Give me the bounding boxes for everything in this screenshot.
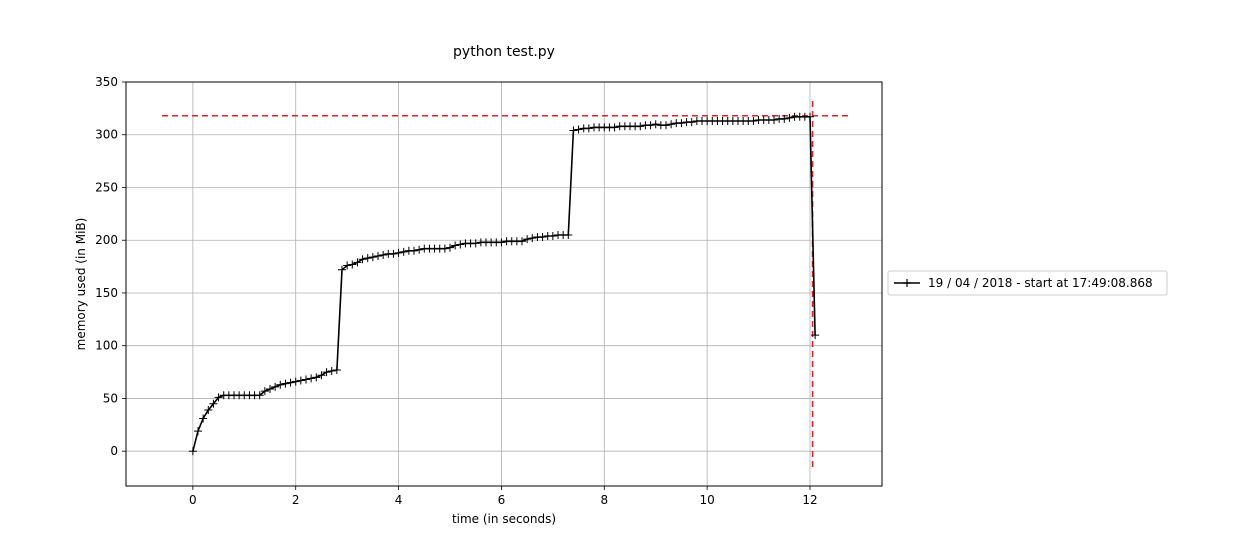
data-point-marker [584,124,593,133]
reference-lines [162,97,852,468]
x-axis-label: time (in seconds) [452,512,556,526]
data-point-marker [770,115,778,124]
data-point-marker [374,252,382,261]
data-point-marker [471,239,480,248]
data-point-marker [307,374,316,383]
data-point-marker [538,233,547,242]
grid-lines [126,81,882,486]
data-point-marker [662,121,670,130]
data-point-marker [266,384,274,393]
y-tick-label: 50 [103,391,118,405]
data-point-marker [348,260,357,269]
x-tick-label: 8 [600,493,608,507]
data-point-marker [456,240,465,249]
y-tick-label: 100 [95,339,118,353]
data-point-marker [271,382,280,391]
data-point-marker [296,376,305,385]
data-point-marker [332,365,341,374]
data-point-marker [276,380,285,389]
y-tick-label: 300 [95,128,118,142]
data-point-marker [811,331,820,340]
data-point-marker [523,235,532,244]
data-point-marker [363,254,372,263]
chart-title: python test.py [453,44,555,60]
data-point-marker [399,247,408,256]
data-point-marker [199,414,208,423]
data-point-marker [651,120,660,129]
y-tick-label: 350 [95,75,118,89]
data-point-marker [291,377,300,386]
data-point-marker [281,379,290,388]
data-point-marker [353,258,362,267]
data-point-marker [343,261,352,270]
x-tick-label: 4 [395,493,403,507]
x-tick-label: 2 [292,493,300,507]
data-point-marker [260,387,269,396]
data-point-marker [677,119,686,128]
data-point-marker [687,118,696,127]
data-point-marker [214,393,223,402]
data-point-marker [379,250,388,259]
x-axis-ticks: 0 2 4 6 8 10 12 [189,486,818,507]
data-point-marker [394,248,403,257]
x-tick-label: 6 [498,493,506,507]
legend-marker-swatch [903,279,911,287]
data-point-marker [204,406,213,415]
data-point-marker [667,120,676,129]
y-tick-label: 250 [95,180,118,194]
data-point-marker [286,378,295,387]
data-point-marker [497,238,506,247]
data-point-marker [636,122,645,131]
data-point-marker [317,371,326,380]
data-point-marker [548,232,557,241]
data-point-marker [194,427,202,436]
data-point-marker [646,121,655,130]
data-point-marker [451,241,460,250]
legend: 19 / 04 / 2018 - start at 17:49:08.868 [887,270,1168,296]
legend-entry-label: 19 / 04 / 2018 - start at 17:49:08.868 [928,276,1153,290]
data-point-marker [528,234,537,243]
data-point-marker [368,253,377,262]
data-point-marker [806,112,814,121]
data-point-marker [780,114,789,123]
data-point-marker [574,125,583,134]
data-point-marker [518,237,526,246]
data-point-marker [785,113,794,122]
y-axis-label: memory used (in MiB) [74,218,88,351]
y-tick-label: 200 [95,233,118,247]
series-group [188,112,820,456]
data-point-marker [188,447,197,456]
data-point-marker [327,367,336,376]
data-point-marker [610,123,619,132]
data-point-marker [358,255,367,264]
data-point-marker [312,373,321,382]
x-tick-label: 12 [802,493,817,507]
data-point-marker [446,243,454,252]
legend-box [887,270,1168,296]
data-point-marker [749,117,758,126]
data-point-marker [440,244,449,253]
data-point-marker [389,249,398,258]
data-point-marker [564,230,573,239]
y-tick-label: 0 [110,444,118,458]
data-point-marker [209,399,218,408]
x-tick-label: 10 [700,493,715,507]
plot-area-frame [125,81,883,487]
data-point-marker [569,126,578,135]
data-point-marker [410,246,418,255]
y-axis-ticks: 0 50 100 150 200 250 300 350 [95,75,126,458]
data-point-marker [415,245,424,254]
data-point-marker [255,391,264,400]
data-point-marker [302,375,310,384]
data-point-marker [322,368,331,377]
y-tick-label: 150 [95,286,118,300]
data-point-marker [338,265,346,274]
x-tick-label: 0 [189,493,197,507]
